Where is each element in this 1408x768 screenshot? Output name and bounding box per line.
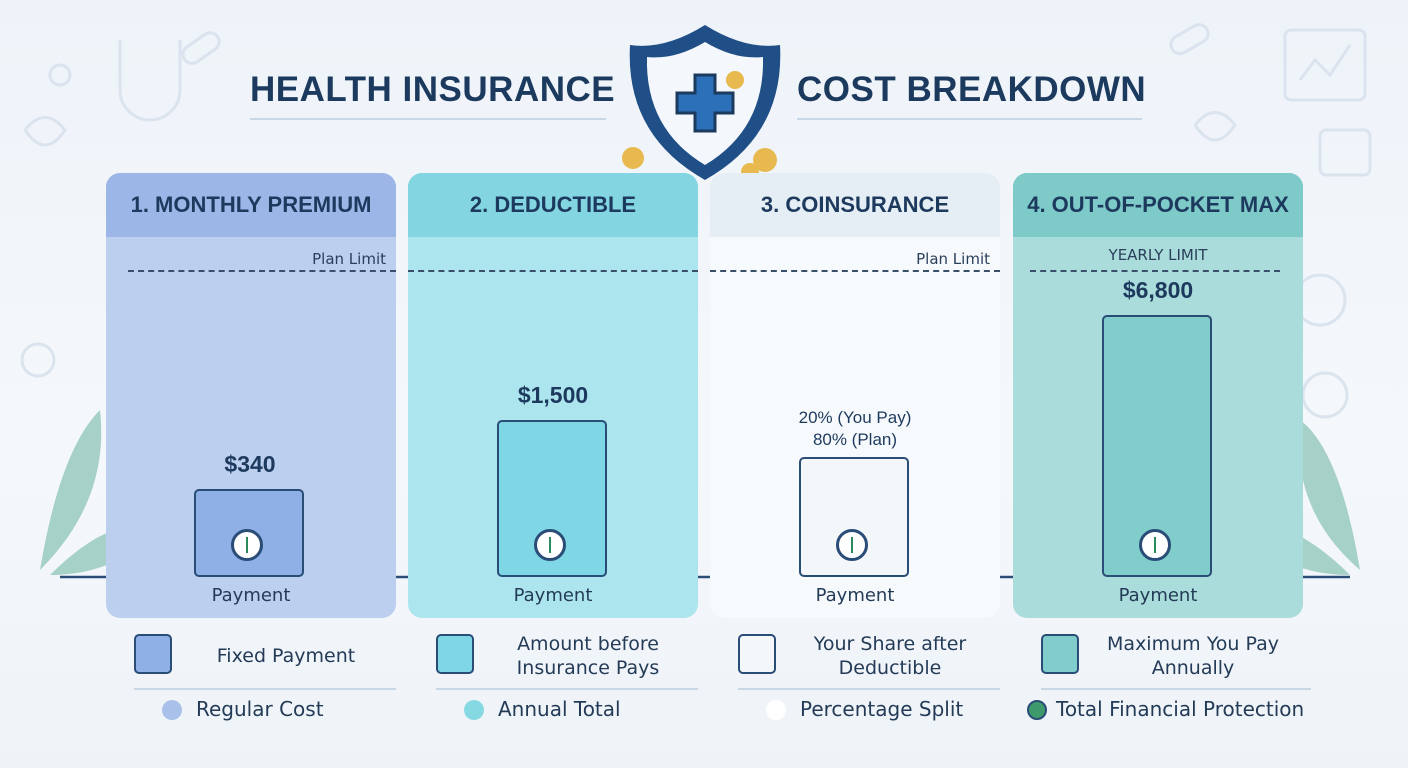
- coin-icon: [836, 529, 868, 561]
- limit-line: [408, 270, 698, 272]
- legend-label: Regular Cost: [196, 697, 324, 721]
- coin-icon: [1139, 529, 1171, 561]
- desc-icon: [134, 634, 172, 674]
- desc-icon: [738, 634, 776, 674]
- value-label: 20% (You Pay): [798, 408, 912, 427]
- description: Maximum You Pay: [1107, 633, 1279, 655]
- coin-mark: [549, 537, 551, 553]
- separator: [1041, 688, 1311, 690]
- legend-label: Annual Total: [498, 697, 621, 721]
- panel-title: 3. COINSURANCE: [710, 173, 1000, 237]
- axis-label: Payment: [815, 585, 895, 606]
- value-label: 80% (Plan): [812, 430, 898, 449]
- description: Annually: [1151, 657, 1235, 679]
- title-underline: [250, 118, 606, 120]
- legend-swatch: [1027, 700, 1047, 720]
- description: Deductible: [838, 657, 942, 679]
- legend-swatch: [162, 700, 182, 720]
- coin-mark: [1154, 537, 1156, 553]
- coin-mark: [851, 537, 853, 553]
- limit-label: Plan Limit: [916, 250, 990, 268]
- title-left: HEALTH INSURANCE: [250, 70, 616, 109]
- separator: [738, 688, 1000, 690]
- value-label: $1,500: [517, 382, 589, 408]
- value-label: $340: [224, 451, 276, 477]
- value-label: $6,800: [1122, 277, 1194, 303]
- panel-title: 4. OUT-OF-POCKET MAX: [1013, 173, 1303, 237]
- title-right: COST BREAKDOWN: [797, 70, 1147, 109]
- legend-swatch: [766, 700, 786, 720]
- desc-icon: [1041, 634, 1079, 674]
- description: Amount before: [517, 633, 659, 655]
- limit-line: [128, 270, 396, 272]
- legend-swatch: [464, 700, 484, 720]
- axis-label: Payment: [1118, 585, 1198, 606]
- panel-title: 1. MONTHLY PREMIUM: [106, 173, 396, 237]
- axis-label: Payment: [513, 585, 593, 606]
- coin-icon: [231, 529, 263, 561]
- limit-line: [1030, 270, 1280, 272]
- legend-label: Total Financial Protection: [1056, 697, 1305, 721]
- description: Insurance Pays: [516, 657, 660, 679]
- coin-mark: [246, 537, 248, 553]
- description: Fixed Payment: [216, 645, 356, 667]
- axis-label: Payment: [211, 585, 291, 606]
- limit-label: Plan Limit: [312, 250, 386, 268]
- separator: [436, 688, 698, 690]
- coin-icon: [534, 529, 566, 561]
- description: Your Share after: [813, 633, 967, 655]
- separator: [134, 688, 396, 690]
- legend-label: Percentage Split: [800, 697, 964, 721]
- limit-label: YEARLY LIMIT: [1108, 246, 1208, 264]
- limit-line: [710, 270, 1000, 272]
- panel-title: 2. DEDUCTIBLE: [408, 173, 698, 237]
- title-underline: [797, 118, 1142, 120]
- desc-icon: [436, 634, 474, 674]
